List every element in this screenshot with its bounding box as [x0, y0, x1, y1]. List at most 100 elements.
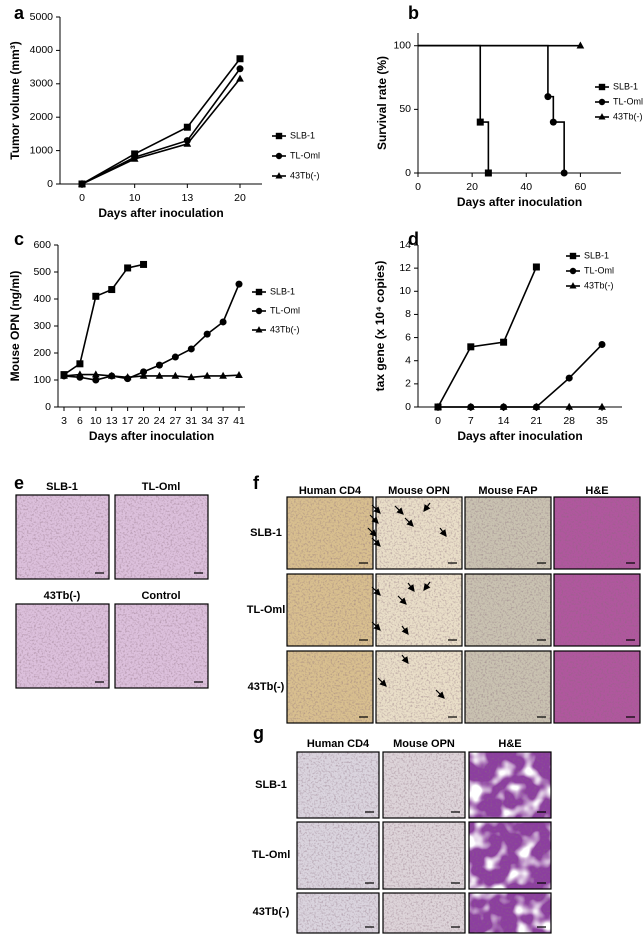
x-tick-label: 0 [79, 192, 85, 204]
data-point [171, 353, 179, 361]
x-axis-title: Days after inoculation [457, 429, 582, 443]
micrograph-frame [468, 892, 552, 934]
data-point [91, 370, 100, 378]
row-label: 43Tb(-) [248, 681, 285, 693]
legend-marker [598, 98, 606, 106]
data-point [171, 371, 180, 379]
y-axis-title: Mouse OPN (ng/ml) [8, 271, 22, 382]
micrograph-frame [15, 494, 110, 580]
y-tick-label: 0 [47, 178, 53, 190]
micrograph-frame [114, 494, 209, 580]
arrow [371, 504, 381, 514]
legend-label: SLB-1 [613, 81, 638, 91]
x-tick-label: 37 [217, 415, 229, 427]
arrow [423, 581, 431, 591]
data-point [219, 318, 227, 326]
micrograph-texture [554, 651, 640, 723]
panel-letter: a [14, 3, 25, 23]
y-tick-label: 100 [393, 40, 411, 52]
data-point [219, 371, 227, 379]
data-point [484, 169, 492, 177]
y-tick-label: 0 [405, 167, 411, 179]
data-point [576, 41, 585, 49]
y-axis-title: tax gene (x 10⁴ copies) [373, 261, 387, 392]
legend-label: SLB-1 [270, 286, 295, 296]
x-tick-label: 28 [563, 415, 575, 427]
data-point [236, 74, 244, 82]
column-label: H&E [498, 738, 521, 750]
y-tick-label: 50 [399, 103, 411, 115]
micrograph-frame [553, 573, 641, 647]
column-label: H&E [585, 485, 608, 497]
arrow [377, 677, 387, 687]
y-tick-label: 8 [405, 308, 411, 320]
legend-marker [598, 83, 606, 91]
x-tick-label: 20 [138, 415, 150, 427]
legend-marker [569, 252, 577, 260]
series-line [81, 78, 241, 185]
arrow [401, 654, 409, 664]
column-label: Mouse OPN [393, 738, 455, 750]
micrograph-frame [464, 650, 552, 724]
data-point [499, 402, 508, 410]
x-tick-label: 6 [77, 415, 83, 427]
data-point [532, 263, 540, 271]
x-tick-label: 0 [415, 181, 421, 193]
legend-marker [569, 282, 577, 289]
x-tick-label: 10 [129, 192, 141, 204]
legend-label: SLB-1 [584, 250, 609, 260]
x-tick-label: 20 [466, 181, 478, 193]
series-line [81, 68, 241, 185]
series-line [437, 266, 538, 408]
x-tick-label: 24 [154, 415, 166, 427]
data-point [434, 402, 442, 410]
micrograph-frame [468, 751, 552, 819]
micrograph-texture [465, 574, 551, 646]
legend-marker [275, 172, 283, 179]
micrograph-frame [382, 892, 466, 934]
data-point [598, 402, 606, 410]
y-tick-label: 2000 [30, 111, 54, 123]
data-point [235, 370, 243, 378]
y-tick-label: 400 [33, 293, 51, 305]
y-tick-label: 6 [405, 331, 411, 343]
data-point [466, 402, 475, 410]
y-tick-label: 4000 [30, 44, 54, 56]
arrow [401, 625, 409, 635]
data-point [60, 371, 68, 379]
arrow [435, 689, 445, 699]
x-tick-label: 27 [170, 415, 182, 427]
micrograph-texture [383, 893, 465, 933]
x-tick-label: 34 [201, 415, 213, 427]
x-tick-label: 3 [61, 415, 67, 427]
legend-label: TL-Oml [584, 265, 614, 275]
micrograph-texture [383, 822, 465, 889]
row-label: TL-Oml [247, 604, 286, 616]
arrow [371, 621, 381, 631]
series-line [418, 44, 565, 173]
data-point [560, 169, 568, 177]
arrow [423, 502, 431, 512]
micrograph-texture [554, 574, 640, 646]
micrograph-frame [296, 821, 380, 890]
data-point [500, 338, 508, 346]
legend-marker [598, 113, 606, 120]
y-tick-label: 0 [405, 401, 411, 413]
data-point [187, 373, 196, 381]
x-tick-label: 40 [520, 181, 532, 193]
micrograph-texture [383, 752, 465, 818]
micrograph-frame [296, 751, 380, 819]
micrograph-frame [286, 573, 374, 647]
micrograph-texture [554, 497, 640, 569]
x-tick-label: 60 [575, 181, 587, 193]
column-label: Mouse OPN [388, 485, 450, 497]
legend-label: 43Tb(-) [613, 111, 643, 121]
column-label: Mouse FAP [478, 485, 537, 497]
arrow [367, 527, 377, 537]
data-point [183, 123, 191, 131]
micrograph-texture [376, 497, 462, 569]
micrograph-texture [287, 574, 373, 646]
y-tick-label: 5000 [30, 11, 54, 23]
micrograph-frame [296, 892, 380, 934]
x-axis-title: Days after inoculation [98, 206, 223, 220]
